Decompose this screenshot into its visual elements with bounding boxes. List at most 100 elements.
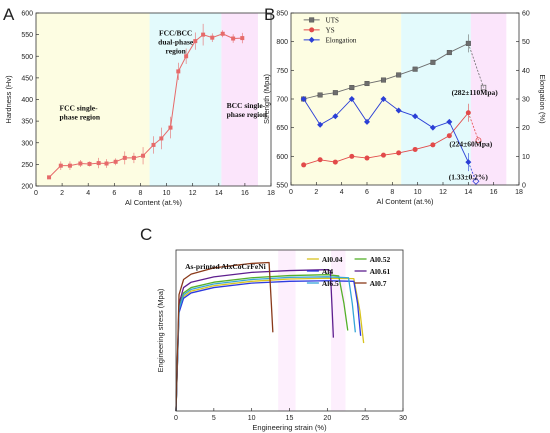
panel-a-y-tick-label: 350 — [21, 119, 33, 126]
panel-a-y-tick-label: 550 — [21, 32, 33, 39]
panel-b-data-point — [349, 153, 355, 159]
panel-b-y-tick-label: 800 — [276, 39, 288, 46]
panel-a-y-tick-label: 300 — [21, 140, 33, 147]
panel-a-data-point — [122, 155, 127, 160]
panel-a-x-tick-label: 18 — [267, 190, 275, 197]
panel-b-y-tick-label: 750 — [276, 68, 288, 75]
panel-c-series-line-al0-61 — [175, 269, 335, 412]
panel-b-x-tick-label: 2 — [314, 189, 318, 196]
panel-b-y2-tick-label: 20 — [522, 125, 530, 132]
panel-b-y2-tick-label: 50 — [522, 39, 530, 46]
panel-b-data-point — [332, 90, 338, 96]
panel-b-series-tail-uts — [467, 43, 484, 88]
panel-c-legend-label: Al4 — [322, 267, 334, 276]
panel-b-data-point — [480, 84, 487, 91]
panel-c-legend-label: Al0.61 — [370, 267, 391, 276]
panel-c-legend-label: Al0.7 — [370, 279, 387, 288]
panel-b-legend-marker — [309, 17, 315, 23]
panel-b-annotation: (1.33±0.2%) — [449, 172, 489, 181]
panel-a-data-point — [87, 161, 92, 166]
panel-b-y2-tick-label: 30 — [522, 97, 530, 104]
panel-b-x-tick-label: 8 — [390, 189, 394, 196]
panel-b-y2-tick-label: 0 — [522, 183, 526, 190]
panel-b-data-point — [317, 121, 324, 128]
panel-b-annotation: (282±110Mpa) — [452, 88, 499, 97]
panel-b-region-1 — [401, 13, 471, 185]
panel-c-x-tick-label: 30 — [399, 415, 407, 422]
panel-b-data-point — [395, 107, 402, 114]
panel-b-data-point — [317, 92, 323, 98]
panel-b-x-tick-label: 18 — [515, 189, 523, 196]
panel-b-legend-label: UTS — [326, 16, 339, 24]
panel-b-data-point — [446, 118, 453, 125]
panel-a-panel-letter: A — [3, 5, 15, 24]
panel-a-series-line — [48, 33, 243, 178]
panel-b-x-tick-label: 14 — [464, 189, 472, 196]
panel-b-data-point — [349, 85, 355, 91]
panel-a-data-point — [184, 54, 189, 59]
panel-a-data-point — [113, 159, 118, 164]
panel-b-data-point — [472, 177, 480, 185]
panel-c-x-axis-label: Engineering strain (%) — [252, 423, 327, 432]
panel-c-series-line-al0-52 — [175, 274, 349, 412]
panel-b-y2-tick-label: 60 — [522, 11, 530, 18]
panel-c-legend-label: Al6.5 — [322, 279, 339, 288]
panel-b-x-axis-label: Al Content (at.%) — [376, 197, 434, 206]
panel-a-data-point — [141, 153, 146, 158]
panel-a-data-point — [210, 35, 215, 40]
panel-a-y-tick-label: 250 — [21, 162, 33, 169]
panel-b-y2-axis-label: Elongation (%) — [538, 74, 547, 124]
panel-c-x-tick-label: 15 — [286, 415, 294, 422]
panel-b-data-point — [429, 124, 436, 131]
panel-b-y2-tick-label: 10 — [522, 154, 530, 161]
panel-b-data-point — [348, 96, 355, 102]
panel-c-x-tick-label: 5 — [212, 415, 216, 422]
panel-a-region-label: FCC single- — [60, 103, 99, 112]
panel-a-data-point — [104, 161, 109, 166]
panel-c-region-0 — [278, 250, 296, 411]
panel-b-annotation: (224±60Mpa) — [449, 140, 492, 149]
panel-a-data-point — [58, 163, 63, 168]
panel-a-y-axis-label: Hardness (Hv) — [4, 75, 13, 124]
panel-c-y-axis-label: Engineering stress (Mpa) — [156, 288, 165, 372]
panel-b-legend-label: YS — [326, 26, 335, 34]
panel-a-data-point — [78, 161, 83, 166]
panel-c-legend-label: Al0.52 — [370, 255, 391, 264]
panel-a-data-point — [159, 136, 164, 141]
panel-b-y-tick-label: 550 — [276, 183, 288, 190]
panel-a-data-point — [240, 36, 245, 41]
panel-a-x-tick-label: 16 — [241, 190, 249, 197]
panel-b-data-point — [446, 50, 452, 56]
panel-a-x-tick-label: 0 — [34, 190, 38, 197]
panel-a-x-axis-label: Al Content (at.%) — [125, 198, 183, 207]
panel-a-region-label: phase region — [227, 110, 268, 119]
panel-b-x-tick-label: 4 — [340, 189, 344, 196]
panel-b-data-point — [412, 146, 418, 152]
panel-a-data-point — [176, 69, 181, 74]
panel-b-y-axis-label: Strength (Mpa) — [262, 73, 271, 124]
panel-a-y-tick-label: 500 — [21, 54, 33, 61]
panel-b-legend-marker — [309, 27, 315, 33]
panel-b-x-tick-label: 12 — [439, 189, 447, 196]
panel-c-legend-label: Al0.04 — [322, 255, 343, 264]
panel-a-x-tick-label: 12 — [189, 190, 197, 197]
panel-b-data-point — [430, 142, 436, 148]
panel-a-y-tick-label: 600 — [21, 11, 33, 18]
panel-a-y-tick-label: 200 — [21, 184, 33, 191]
panel-a-data-point — [168, 125, 173, 130]
panel-b-y-tick-label: 650 — [276, 125, 288, 132]
panel-b-data-point — [301, 162, 307, 168]
panel-a-data-point — [231, 36, 236, 41]
panel-a-data-point — [96, 161, 101, 166]
panel-a-data-point — [47, 175, 52, 180]
panel-b-series-tail-ys — [467, 112, 479, 141]
panel-b-data-point — [380, 77, 386, 83]
panel-b-data-point — [412, 66, 418, 72]
panel-b-x-tick-label: 6 — [365, 189, 369, 196]
panel-b-data-point — [364, 155, 370, 161]
panel-b-data-point — [396, 150, 402, 156]
panel-a-region-label: phase region — [60, 112, 101, 121]
panel-b-data-point — [300, 96, 307, 102]
panel-b-data-point — [317, 157, 323, 163]
